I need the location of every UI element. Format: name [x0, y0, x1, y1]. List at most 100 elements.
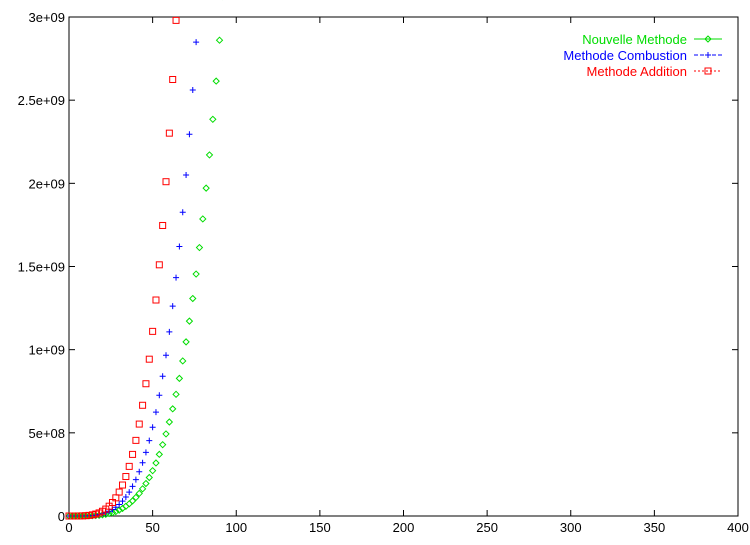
- x-tick-label: 150: [309, 520, 331, 535]
- data-point: [179, 357, 187, 365]
- x-tick-label: 50: [145, 520, 159, 535]
- data-point: [145, 473, 153, 482]
- data-point: [135, 420, 143, 428]
- y-tick-label: 0: [58, 509, 65, 524]
- data-point: [146, 437, 153, 444]
- data-point: [175, 374, 184, 383]
- plot-frame: [68, 16, 739, 517]
- data-point: [139, 401, 147, 409]
- data-point: [126, 489, 133, 496]
- data-point: [186, 131, 193, 138]
- data-point: [193, 39, 200, 46]
- data-point: [212, 77, 220, 85]
- legend-label: Methode Addition: [587, 64, 687, 79]
- data-point: [168, 405, 177, 413]
- data-point: [152, 409, 159, 416]
- data-point: [115, 506, 123, 514]
- data-point: [183, 171, 190, 178]
- data-point: [189, 294, 197, 303]
- data-point: [195, 243, 204, 252]
- data-point: [135, 489, 143, 498]
- data-point: [116, 501, 123, 508]
- data-point: [173, 274, 180, 281]
- x-axis: 0 50 100 150 200 250 300 350 400: [65, 17, 749, 535]
- data-point: [179, 209, 186, 216]
- data-point: [128, 497, 137, 505]
- x-tick-label: 0: [65, 520, 72, 535]
- y-tick-label: 1e+09: [28, 343, 65, 358]
- data-point: [156, 392, 163, 399]
- data-point: [172, 390, 180, 399]
- data-point: [704, 35, 712, 43]
- data-point: [112, 507, 120, 516]
- data-point: [163, 352, 170, 359]
- data-point: [145, 355, 153, 363]
- data-point: [199, 215, 207, 223]
- y-tick-label: 1.5e+09: [18, 260, 65, 275]
- data-point: [182, 338, 190, 346]
- x-tick-label: 300: [560, 520, 582, 535]
- data-point: [122, 473, 130, 481]
- data-point: [138, 485, 147, 493]
- data-point: [205, 151, 214, 159]
- data-point: [148, 466, 157, 475]
- series-nouvelle-methode: [65, 0, 224, 520]
- data-point: [159, 373, 166, 380]
- data-point: [132, 476, 139, 483]
- data-point: [132, 436, 140, 444]
- data-point: [115, 488, 123, 496]
- y-axis: 0 5e+08 1e+09 1.5e+09 2e+09 2.5e+09 3e+09: [18, 10, 738, 524]
- legend-label: Methode Combustion: [563, 48, 687, 63]
- data-point: [129, 450, 137, 458]
- data-point: [192, 270, 200, 278]
- data-point: [169, 75, 177, 83]
- data-point: [142, 479, 150, 488]
- data-point: [119, 498, 126, 505]
- data-point: [162, 430, 170, 438]
- data-point: [122, 494, 129, 501]
- x-tick-label: 250: [476, 520, 498, 535]
- data-point: [149, 327, 157, 335]
- y-tick-label: 5e+08: [28, 426, 65, 441]
- data-point: [159, 221, 167, 229]
- data-point: [149, 424, 156, 431]
- data-point: [176, 243, 183, 250]
- data-point: [125, 462, 133, 470]
- x-tick-label: 350: [644, 520, 666, 535]
- data-point: [209, 115, 217, 124]
- data-point: [155, 450, 164, 459]
- data-point: [119, 481, 127, 489]
- data-point: [139, 459, 146, 466]
- legend-label: Nouvelle Methode: [582, 32, 687, 47]
- data-point: [215, 36, 224, 44]
- data-point: [704, 67, 712, 75]
- data-point: [705, 52, 711, 58]
- data-point: [125, 500, 133, 508]
- data-point: [172, 16, 180, 24]
- x-tick-label: 100: [225, 520, 247, 535]
- data-point: [166, 328, 173, 335]
- data-point: [155, 261, 163, 269]
- data-point: [142, 449, 149, 456]
- series-methode-addition: [65, 16, 180, 520]
- data-point: [152, 459, 160, 467]
- y-tick-label: 2e+09: [28, 176, 65, 191]
- data-point: [165, 418, 174, 426]
- y-tick-label: 3e+09: [28, 10, 65, 25]
- data-point: [169, 303, 176, 310]
- data-point: [152, 296, 160, 304]
- x-tick-label: 400: [727, 520, 749, 535]
- data-point: [142, 380, 150, 388]
- y-tick-label: 2.5e+09: [18, 93, 65, 108]
- data-point: [129, 483, 136, 490]
- data-point: [132, 493, 140, 502]
- data-point: [136, 468, 143, 475]
- series-methode-combustion: [66, 39, 200, 519]
- data-point: [158, 440, 167, 449]
- data-point: [189, 87, 196, 94]
- data-point: [202, 184, 210, 192]
- x-tick-label: 200: [393, 520, 415, 535]
- data-point: [165, 129, 173, 137]
- data-point: [162, 178, 170, 186]
